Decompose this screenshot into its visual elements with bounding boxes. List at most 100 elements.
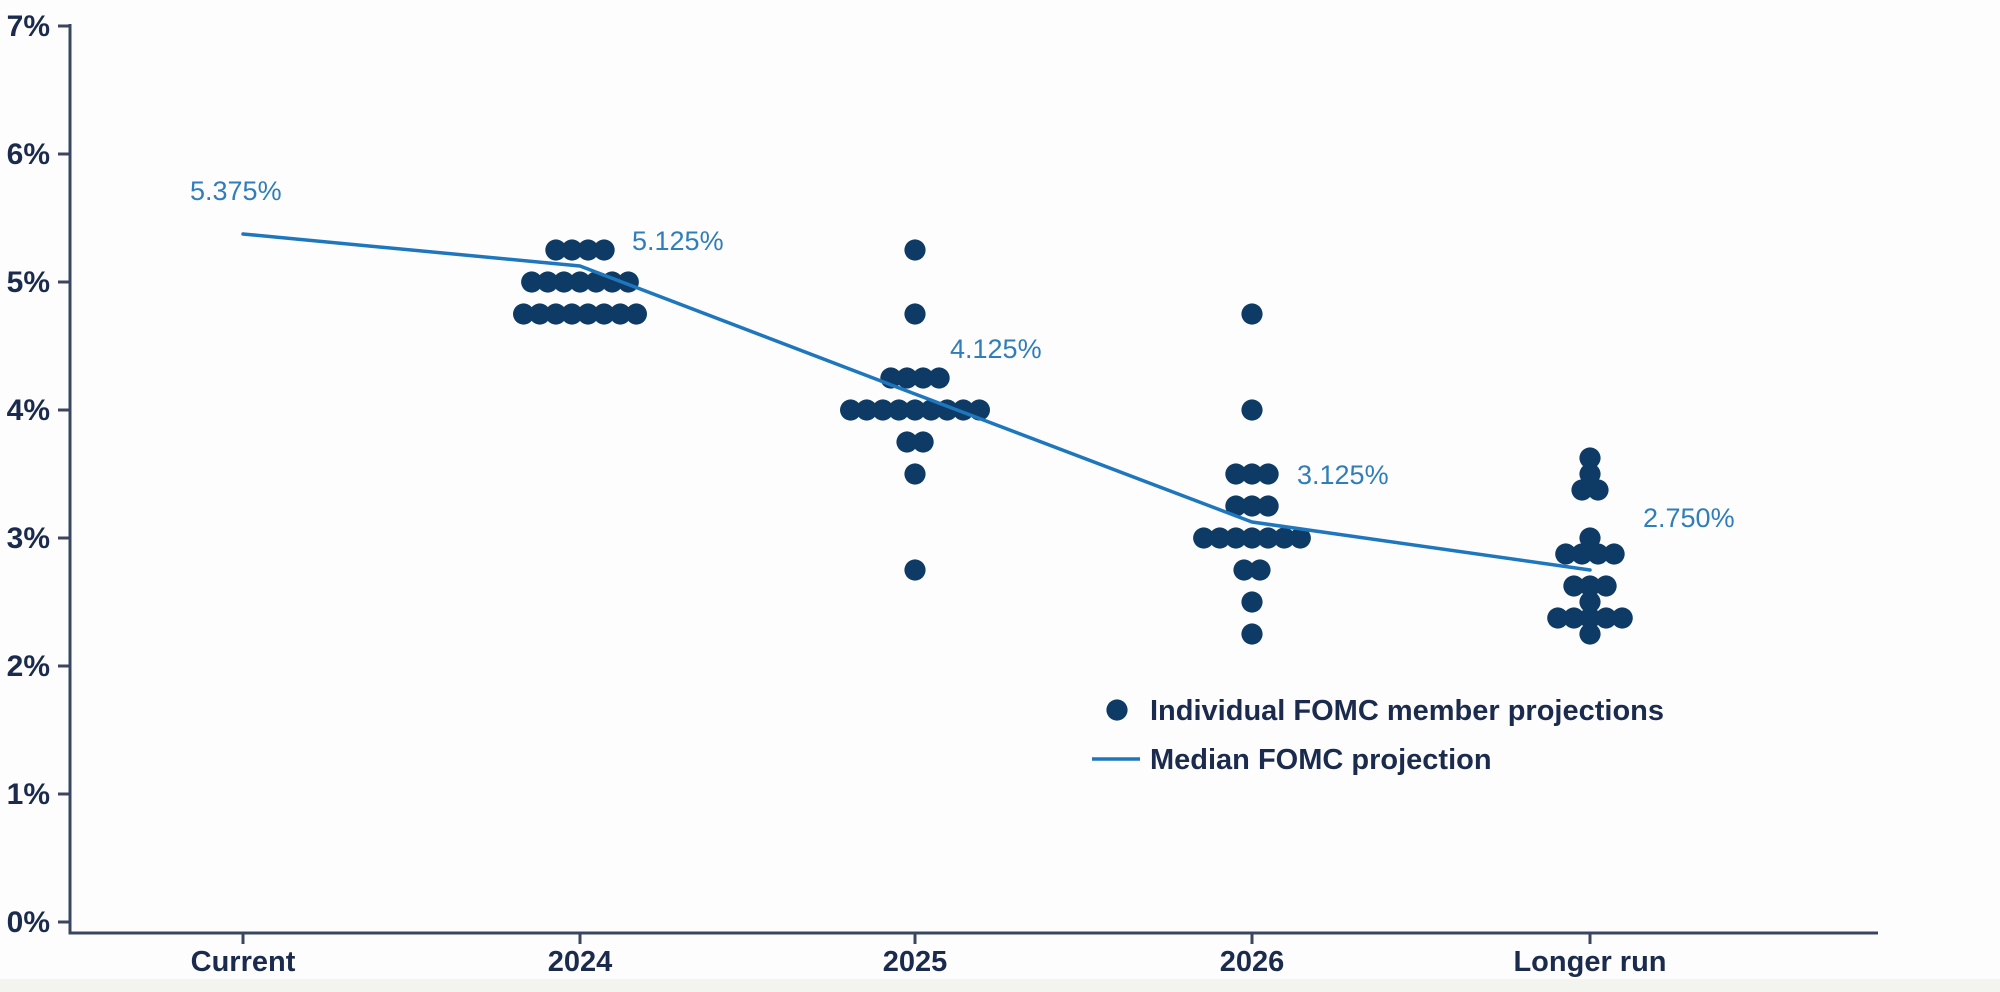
projection-dot	[561, 239, 583, 261]
median-value-label: 4.125%	[950, 334, 1042, 364]
projection-dot	[577, 239, 599, 261]
median-line	[241, 232, 1592, 572]
projection-dot	[1579, 447, 1601, 469]
projection-dot	[1257, 463, 1279, 485]
projection-dot	[1595, 607, 1617, 629]
projection-dot	[1579, 575, 1601, 597]
projection-dot	[904, 559, 926, 581]
projection-dot	[553, 271, 575, 293]
projection-dot	[593, 239, 615, 261]
projection-dot	[585, 271, 607, 293]
x-axis-tick-label: Longer run	[1513, 946, 1666, 978]
median-value-label: 5.375%	[190, 176, 282, 206]
projection-dot	[1579, 463, 1601, 485]
projection-dot	[1595, 575, 1617, 597]
median-value-label: 5.125%	[632, 226, 724, 256]
y-axis-tick-label: 3%	[7, 522, 50, 555]
projection-dot	[1579, 623, 1601, 645]
y-axis-tick-label: 2%	[7, 650, 50, 683]
projection-dot	[904, 463, 926, 485]
y-axis: 0% 1% 2% 3% 4% 5% 6% 7%	[7, 10, 72, 939]
y-axis-tick-label: 5%	[7, 266, 50, 299]
projection-dot	[1603, 543, 1625, 565]
projection-dot	[872, 399, 894, 421]
projection-dot	[1547, 607, 1569, 629]
y-axis-tick-label: 0%	[7, 906, 50, 939]
projection-dot	[896, 431, 918, 453]
projection-dot	[609, 303, 631, 325]
median-line-group	[241, 232, 1592, 572]
legend-dot-icon	[1106, 699, 1128, 721]
projection-dot	[1241, 463, 1263, 485]
y-axis-tick-label: 4%	[7, 394, 50, 427]
projection-dot	[1241, 399, 1263, 421]
projection-dot	[1579, 527, 1601, 549]
projection-dot	[1611, 607, 1633, 629]
projection-dot	[1241, 623, 1263, 645]
projection-dot	[1225, 463, 1247, 485]
projection-dot	[912, 367, 934, 389]
x-axis-tick-label: Current	[191, 946, 296, 978]
median-value-label: 3.125%	[1297, 460, 1389, 490]
x-axis-tick-label: 2025	[883, 946, 948, 978]
projection-dot	[1579, 591, 1601, 613]
projection-dot	[545, 239, 567, 261]
x-axis-tick-label: 2024	[548, 946, 613, 978]
projection-dot	[1587, 543, 1609, 565]
projection-dot	[1289, 527, 1311, 549]
projection-dot	[625, 303, 648, 325]
projection-dot	[513, 303, 535, 325]
projection-dots	[513, 239, 1633, 645]
projection-dot	[840, 399, 862, 421]
projection-dot	[1241, 591, 1263, 613]
projection-dot	[1209, 527, 1231, 549]
projection-dot	[904, 303, 926, 325]
projection-dot	[577, 303, 599, 325]
x-axis-tick-label: 2026	[1220, 946, 1285, 978]
projection-dot	[1257, 495, 1279, 517]
projection-dot	[928, 367, 950, 389]
projection-dot	[1587, 479, 1609, 501]
projection-dot	[1233, 559, 1255, 581]
projection-dot	[1241, 527, 1263, 549]
projection-dot	[904, 399, 926, 421]
projection-dot	[856, 399, 878, 421]
projection-dot	[537, 271, 559, 293]
projection-dot	[888, 399, 910, 421]
projection-dot	[1563, 607, 1585, 629]
x-axis: Current 2024 2025 2026 Longer run	[68, 931, 1878, 978]
projection-dot	[1241, 303, 1263, 325]
y-axis-tick-label: 6%	[7, 138, 50, 171]
projection-dot	[1579, 607, 1601, 629]
page-bottom-edge	[0, 979, 2000, 992]
legend: Individual FOMC member projections Media…	[1092, 695, 1664, 776]
projection-dot	[904, 239, 926, 261]
y-axis-tick-label: 7%	[7, 10, 50, 43]
projection-dot	[1571, 479, 1593, 501]
projection-dot	[1563, 575, 1585, 597]
projection-dot	[1257, 527, 1279, 549]
projection-dot	[896, 367, 918, 389]
projection-dot	[569, 271, 591, 293]
projection-dot	[593, 303, 615, 325]
projection-dot	[521, 271, 543, 293]
y-axis-tick-label: 1%	[7, 778, 50, 811]
projection-dot	[912, 431, 934, 453]
projection-dot	[1193, 527, 1215, 549]
legend-label-median-projection: Median FOMC projection	[1150, 744, 1492, 776]
projection-dot	[545, 303, 567, 325]
projection-dot	[1571, 543, 1593, 565]
projection-dot	[1225, 527, 1247, 549]
projection-dot	[1249, 559, 1271, 581]
median-value-label: 2.750%	[1643, 503, 1735, 533]
projection-dot	[1555, 543, 1577, 565]
legend-label-individual-projections: Individual FOMC member projections	[1150, 695, 1664, 727]
projection-dot	[561, 303, 583, 325]
projection-dot	[920, 399, 942, 421]
projection-dot	[1273, 527, 1295, 549]
projection-dot	[1241, 495, 1263, 517]
projection-dot	[1225, 495, 1247, 517]
projection-dot	[529, 303, 551, 325]
